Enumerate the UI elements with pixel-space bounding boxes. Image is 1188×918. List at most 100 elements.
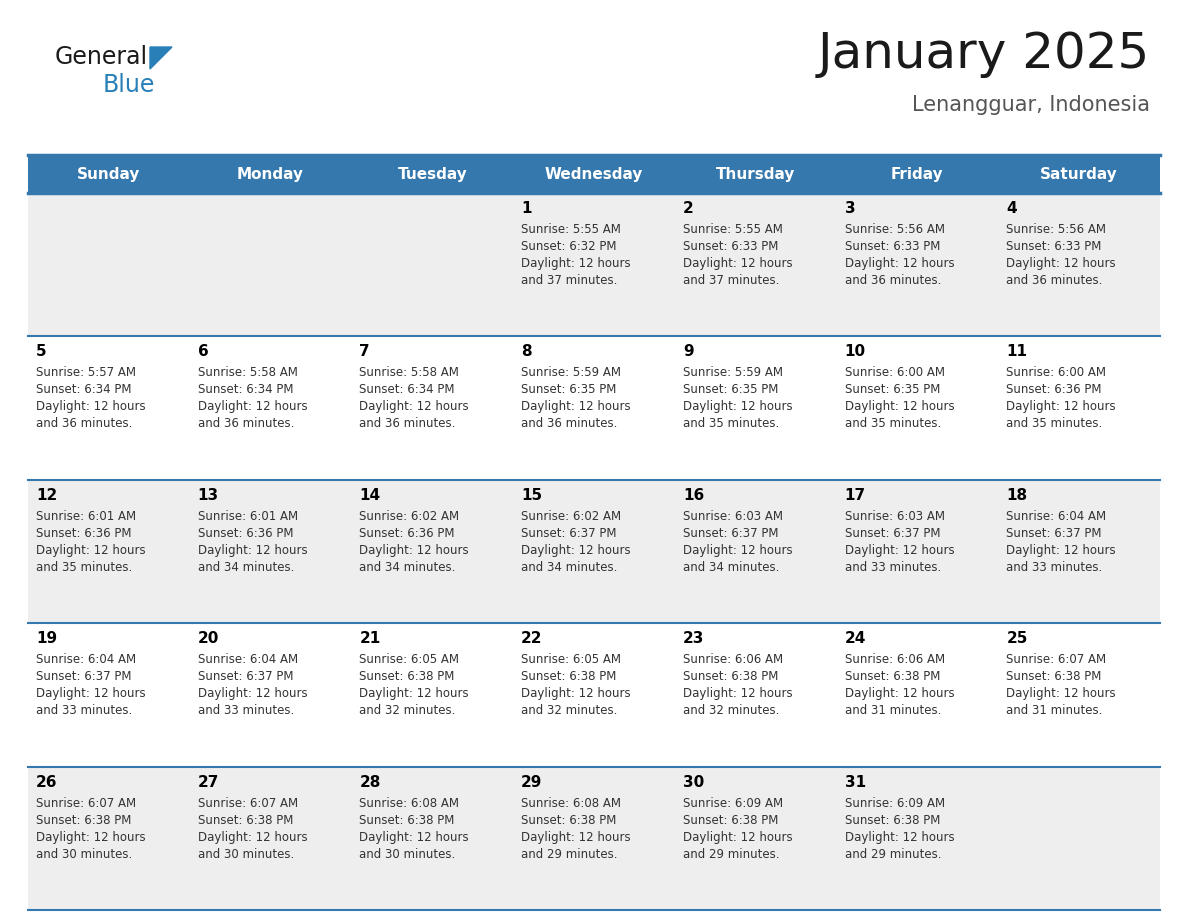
- Text: Sunset: 6:37 PM: Sunset: 6:37 PM: [1006, 527, 1101, 540]
- Text: Sunrise: 6:08 AM: Sunrise: 6:08 AM: [522, 797, 621, 810]
- Text: and 29 minutes.: and 29 minutes.: [522, 847, 618, 860]
- Text: Daylight: 12 hours: Daylight: 12 hours: [197, 400, 308, 413]
- Text: Sunset: 6:35 PM: Sunset: 6:35 PM: [845, 384, 940, 397]
- Text: Daylight: 12 hours: Daylight: 12 hours: [683, 400, 792, 413]
- Text: 22: 22: [522, 632, 543, 646]
- Text: Sunrise: 5:58 AM: Sunrise: 5:58 AM: [197, 366, 297, 379]
- Text: Daylight: 12 hours: Daylight: 12 hours: [36, 688, 146, 700]
- Text: 23: 23: [683, 632, 704, 646]
- Text: Blue: Blue: [103, 73, 156, 97]
- Text: Daylight: 12 hours: Daylight: 12 hours: [1006, 257, 1116, 270]
- Text: Daylight: 12 hours: Daylight: 12 hours: [522, 400, 631, 413]
- Text: and 29 minutes.: and 29 minutes.: [845, 847, 941, 860]
- Text: Daylight: 12 hours: Daylight: 12 hours: [845, 831, 954, 844]
- Text: Daylight: 12 hours: Daylight: 12 hours: [522, 831, 631, 844]
- Text: and 33 minutes.: and 33 minutes.: [845, 561, 941, 574]
- Text: Sunset: 6:38 PM: Sunset: 6:38 PM: [522, 670, 617, 683]
- Text: Sunset: 6:38 PM: Sunset: 6:38 PM: [845, 813, 940, 826]
- Text: Daylight: 12 hours: Daylight: 12 hours: [845, 257, 954, 270]
- Text: Monday: Monday: [238, 166, 304, 182]
- Text: Sunset: 6:38 PM: Sunset: 6:38 PM: [683, 813, 778, 826]
- Text: 31: 31: [845, 775, 866, 789]
- Text: and 36 minutes.: and 36 minutes.: [197, 418, 295, 431]
- Text: Saturday: Saturday: [1041, 166, 1118, 182]
- Text: Daylight: 12 hours: Daylight: 12 hours: [522, 543, 631, 557]
- Text: Sunset: 6:37 PM: Sunset: 6:37 PM: [683, 527, 778, 540]
- Text: Sunrise: 6:08 AM: Sunrise: 6:08 AM: [360, 797, 460, 810]
- Text: and 34 minutes.: and 34 minutes.: [683, 561, 779, 574]
- Text: Sunset: 6:36 PM: Sunset: 6:36 PM: [197, 527, 293, 540]
- Text: and 33 minutes.: and 33 minutes.: [1006, 561, 1102, 574]
- Text: 20: 20: [197, 632, 219, 646]
- Text: Sunset: 6:38 PM: Sunset: 6:38 PM: [360, 813, 455, 826]
- Text: Sunrise: 6:04 AM: Sunrise: 6:04 AM: [1006, 509, 1106, 522]
- Text: Sunset: 6:36 PM: Sunset: 6:36 PM: [360, 527, 455, 540]
- Text: and 36 minutes.: and 36 minutes.: [845, 274, 941, 287]
- Text: Sunset: 6:32 PM: Sunset: 6:32 PM: [522, 240, 617, 253]
- Text: Sunset: 6:33 PM: Sunset: 6:33 PM: [1006, 240, 1101, 253]
- Text: Sunset: 6:38 PM: Sunset: 6:38 PM: [36, 813, 132, 826]
- Text: and 32 minutes.: and 32 minutes.: [360, 704, 456, 717]
- Text: and 35 minutes.: and 35 minutes.: [1006, 418, 1102, 431]
- Text: Sunrise: 5:57 AM: Sunrise: 5:57 AM: [36, 366, 135, 379]
- Text: 10: 10: [845, 344, 866, 360]
- Text: and 29 minutes.: and 29 minutes.: [683, 847, 779, 860]
- Text: Sunset: 6:37 PM: Sunset: 6:37 PM: [522, 527, 617, 540]
- Text: Sunset: 6:37 PM: Sunset: 6:37 PM: [36, 670, 132, 683]
- Text: and 35 minutes.: and 35 minutes.: [845, 418, 941, 431]
- Text: 8: 8: [522, 344, 532, 360]
- Bar: [29, 623, 1159, 767]
- Text: and 34 minutes.: and 34 minutes.: [360, 561, 456, 574]
- Text: and 34 minutes.: and 34 minutes.: [522, 561, 618, 574]
- Text: Sunset: 6:38 PM: Sunset: 6:38 PM: [845, 670, 940, 683]
- Text: Daylight: 12 hours: Daylight: 12 hours: [845, 400, 954, 413]
- Text: Daylight: 12 hours: Daylight: 12 hours: [1006, 400, 1116, 413]
- Text: Sunset: 6:38 PM: Sunset: 6:38 PM: [197, 813, 293, 826]
- Text: Sunset: 6:35 PM: Sunset: 6:35 PM: [683, 384, 778, 397]
- Text: Sunset: 6:34 PM: Sunset: 6:34 PM: [36, 384, 132, 397]
- Text: General: General: [55, 45, 148, 69]
- Text: Daylight: 12 hours: Daylight: 12 hours: [845, 543, 954, 557]
- Text: and 37 minutes.: and 37 minutes.: [522, 274, 618, 287]
- Text: Daylight: 12 hours: Daylight: 12 hours: [36, 543, 146, 557]
- Text: 6: 6: [197, 344, 208, 360]
- Bar: [352, 155, 513, 193]
- Text: Daylight: 12 hours: Daylight: 12 hours: [845, 688, 954, 700]
- Text: Sunset: 6:37 PM: Sunset: 6:37 PM: [845, 527, 940, 540]
- Text: Sunset: 6:36 PM: Sunset: 6:36 PM: [36, 527, 132, 540]
- Text: Sunrise: 6:04 AM: Sunrise: 6:04 AM: [197, 654, 298, 666]
- Text: Daylight: 12 hours: Daylight: 12 hours: [683, 688, 792, 700]
- Text: Sunset: 6:38 PM: Sunset: 6:38 PM: [360, 670, 455, 683]
- Text: Sunset: 6:34 PM: Sunset: 6:34 PM: [197, 384, 293, 397]
- Bar: [998, 155, 1159, 193]
- Text: and 33 minutes.: and 33 minutes.: [197, 704, 293, 717]
- Text: Sunrise: 5:55 AM: Sunrise: 5:55 AM: [683, 223, 783, 236]
- Text: Friday: Friday: [891, 166, 943, 182]
- Text: and 36 minutes.: and 36 minutes.: [360, 418, 456, 431]
- Text: Daylight: 12 hours: Daylight: 12 hours: [360, 543, 469, 557]
- Text: Daylight: 12 hours: Daylight: 12 hours: [683, 831, 792, 844]
- Text: Daylight: 12 hours: Daylight: 12 hours: [683, 257, 792, 270]
- Text: 9: 9: [683, 344, 694, 360]
- Text: Sunrise: 6:02 AM: Sunrise: 6:02 AM: [522, 509, 621, 522]
- Polygon shape: [150, 47, 172, 69]
- Text: and 32 minutes.: and 32 minutes.: [522, 704, 618, 717]
- Text: Daylight: 12 hours: Daylight: 12 hours: [360, 831, 469, 844]
- Text: 16: 16: [683, 487, 704, 503]
- Text: Thursday: Thursday: [716, 166, 796, 182]
- Text: Daylight: 12 hours: Daylight: 12 hours: [360, 688, 469, 700]
- Text: Daylight: 12 hours: Daylight: 12 hours: [197, 831, 308, 844]
- Bar: [836, 155, 998, 193]
- Text: Sunset: 6:33 PM: Sunset: 6:33 PM: [845, 240, 940, 253]
- Text: Sunset: 6:35 PM: Sunset: 6:35 PM: [522, 384, 617, 397]
- Text: Sunset: 6:38 PM: Sunset: 6:38 PM: [683, 670, 778, 683]
- Text: Daylight: 12 hours: Daylight: 12 hours: [1006, 688, 1116, 700]
- Bar: [29, 480, 1159, 623]
- Text: Sunrise: 6:04 AM: Sunrise: 6:04 AM: [36, 654, 137, 666]
- Bar: [29, 193, 1159, 336]
- Bar: [29, 155, 190, 193]
- Text: 26: 26: [36, 775, 57, 789]
- Text: 29: 29: [522, 775, 543, 789]
- Text: 15: 15: [522, 487, 542, 503]
- Text: Sunrise: 5:59 AM: Sunrise: 5:59 AM: [522, 366, 621, 379]
